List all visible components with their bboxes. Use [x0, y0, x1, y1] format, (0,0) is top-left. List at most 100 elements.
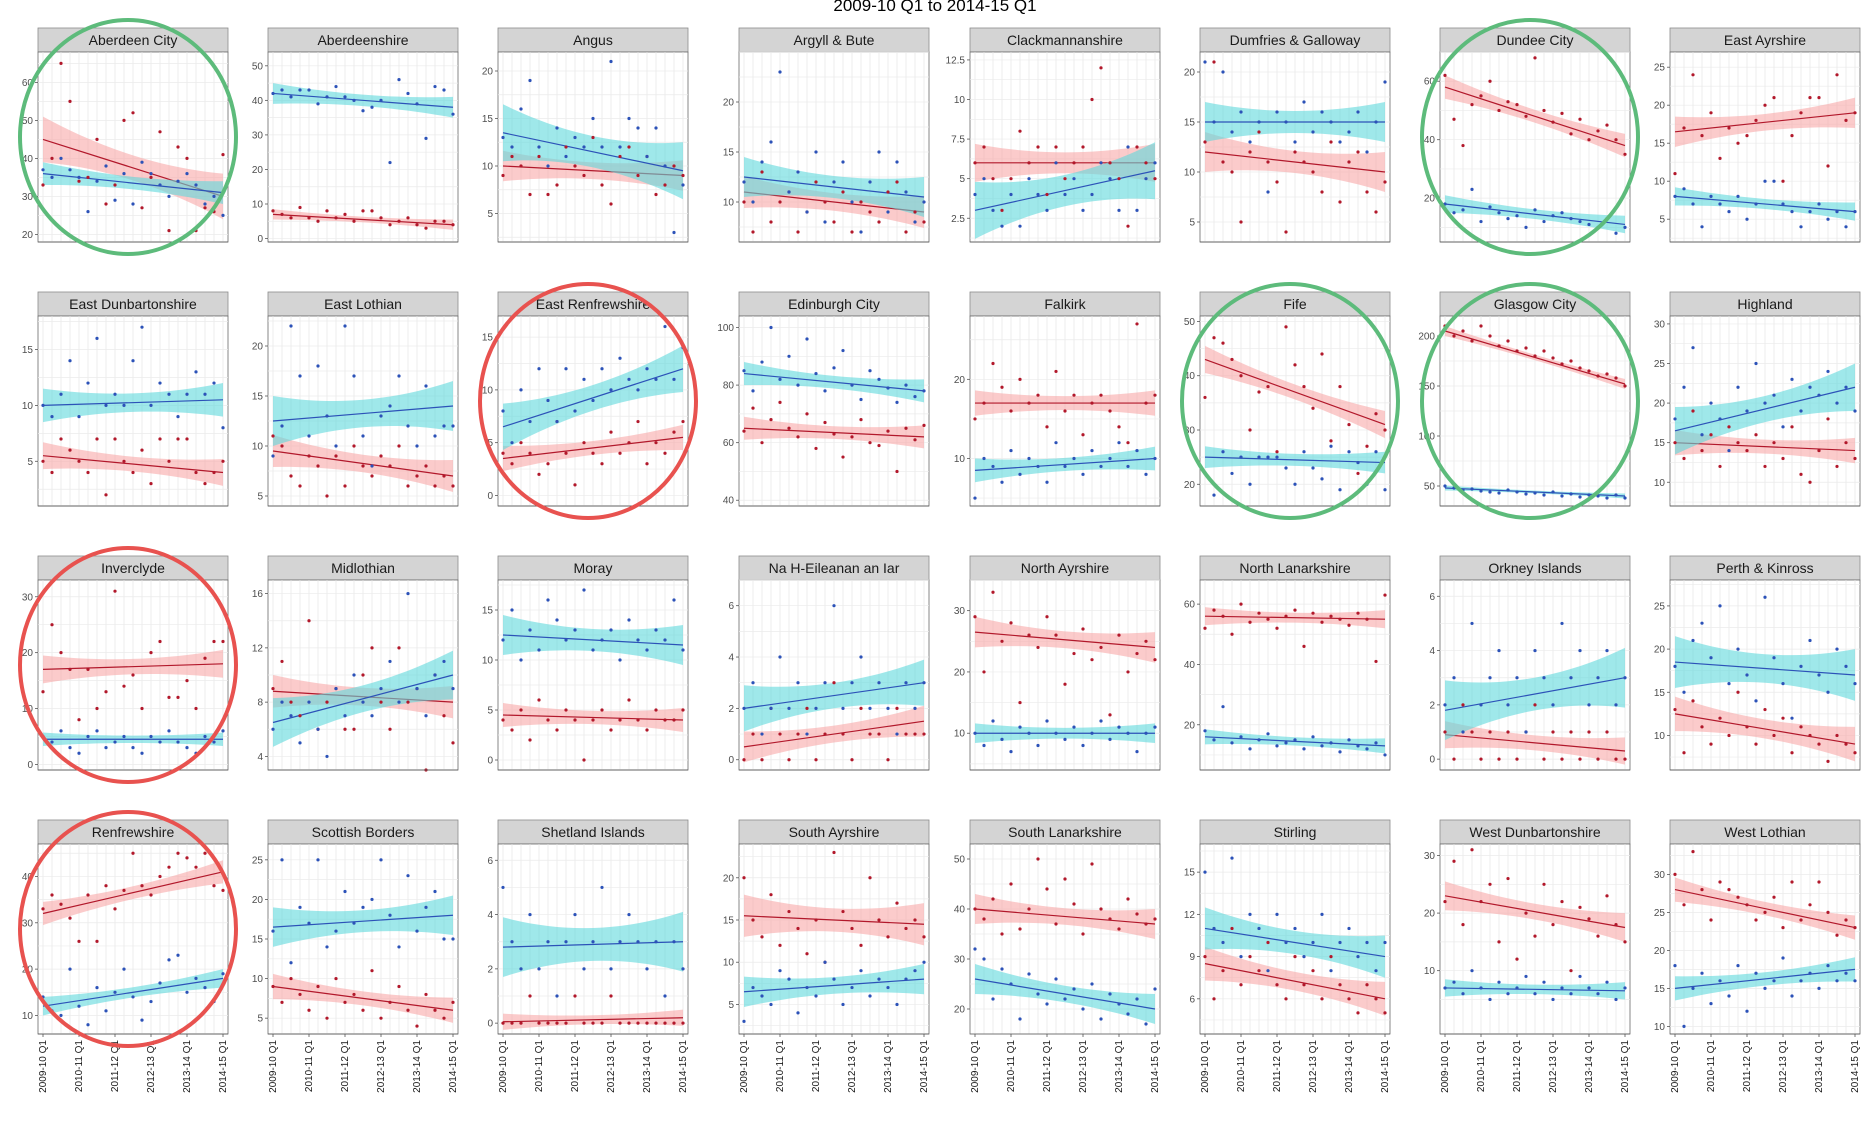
blue-trend-line	[1204, 456, 1386, 464]
red-data-point	[1727, 425, 1731, 429]
blue-data-point	[1718, 979, 1722, 983]
red-trend-line	[502, 1017, 684, 1023]
red-data-point	[1365, 617, 1369, 621]
blue-data-point	[1081, 472, 1085, 476]
blue-data-point	[582, 377, 586, 381]
blue-data-point	[1596, 992, 1600, 996]
red-data-point	[379, 1016, 383, 1020]
y-tick-label: 25	[1654, 601, 1666, 612]
blue-data-point	[86, 210, 90, 214]
red-data-point	[1018, 129, 1022, 133]
blue-data-point	[1754, 971, 1758, 975]
red-data-point	[316, 464, 320, 468]
blue-data-point	[1673, 664, 1677, 668]
y-tick-label: 30	[22, 192, 34, 203]
blue-data-point	[751, 200, 755, 204]
red-data-point	[672, 1021, 676, 1025]
blue-data-point	[1374, 450, 1378, 454]
blue-data-point	[325, 95, 329, 99]
red-data-point	[1835, 933, 1839, 937]
red-data-point	[167, 459, 171, 463]
y-tick-label: 20	[252, 895, 264, 906]
blue-data-point	[50, 740, 54, 744]
blue-data-point	[1515, 986, 1519, 990]
blue-data-point	[1099, 719, 1103, 723]
blue-data-point	[1275, 455, 1279, 459]
blue-data-point	[1144, 731, 1148, 735]
y-tick-label: 20	[954, 667, 966, 678]
blue-data-point	[1587, 986, 1591, 990]
red-data-point	[388, 727, 392, 731]
blue-data-point	[769, 325, 773, 330]
blue-data-point	[298, 88, 302, 92]
red-data-point	[1311, 170, 1315, 174]
red-data-point	[528, 451, 532, 455]
y-tick-label: 2	[1429, 700, 1435, 711]
red-data-point	[1293, 954, 1297, 959]
red-data-point	[796, 230, 800, 234]
red-data-point	[1090, 97, 1094, 102]
y-tick-label: 4	[257, 752, 263, 763]
red-data-point	[176, 437, 180, 441]
blue-data-point	[1700, 225, 1704, 229]
blue-data-point	[415, 102, 419, 106]
blue-data-point	[627, 116, 631, 121]
red-trend-line	[743, 720, 925, 748]
blue-data-point	[131, 202, 135, 206]
red-data-point	[370, 969, 374, 973]
blue-data-point	[868, 994, 872, 998]
red-data-point	[1790, 751, 1794, 755]
red-data-point	[528, 994, 532, 998]
blue-data-point	[1135, 997, 1139, 1001]
highlight-ellipse	[18, 810, 238, 1048]
y-tick-label: 5	[257, 492, 263, 503]
red-data-point	[1338, 983, 1342, 987]
red-data-point	[370, 209, 374, 213]
red-data-point	[1248, 954, 1252, 959]
blue-data-point	[850, 681, 854, 685]
red-data-point	[591, 135, 595, 140]
blue-data-point	[1709, 656, 1713, 660]
red-data-point	[769, 220, 773, 224]
blue-data-point	[832, 366, 836, 370]
red-data-point	[1374, 997, 1378, 1001]
facet-title: East Dunbartonshire	[69, 296, 197, 312]
x-tick-label: 2010-11 Q1	[1006, 1040, 1017, 1093]
blue-data-point	[663, 994, 667, 998]
blue-data-point	[1569, 992, 1573, 996]
blue-data-point	[1045, 719, 1049, 723]
red-data-point	[591, 1021, 595, 1025]
blue-data-point	[645, 367, 649, 371]
blue-data-point	[1772, 979, 1776, 983]
y-tick-label: 10	[1654, 1022, 1666, 1033]
red-data-point	[289, 700, 293, 704]
red-data-point	[1293, 150, 1297, 154]
red-data-point	[1542, 757, 1546, 761]
x-tick-label: 2011-12 Q1	[1742, 1040, 1753, 1093]
blue-data-point	[307, 88, 311, 92]
red-data-point	[1027, 401, 1031, 405]
facet-strip	[969, 555, 1161, 581]
blue-data-point	[194, 976, 198, 980]
red-data-point	[1799, 725, 1803, 729]
blue-data-point	[1266, 455, 1270, 459]
red-data-point	[501, 1021, 505, 1025]
facet-title: Edinburgh City	[788, 296, 880, 312]
y-tick-label: 40	[22, 872, 34, 883]
red-trend-line	[1674, 713, 1856, 745]
blue-data-point	[280, 700, 284, 704]
facet-strip	[1439, 555, 1631, 581]
red-data-point	[221, 639, 225, 644]
blue-data-point	[1799, 409, 1803, 413]
red-data-point	[1257, 611, 1261, 615]
red-data-point	[636, 1021, 640, 1025]
y-tick-label: 6	[487, 856, 493, 867]
red-data-point	[298, 205, 302, 210]
blue-data-point	[1063, 464, 1067, 469]
blue-data-point	[1257, 926, 1261, 931]
y-tick-label: 50	[252, 61, 264, 72]
red-data-point	[271, 686, 275, 691]
red-trend-line	[974, 631, 1156, 649]
red-data-point	[1266, 617, 1270, 621]
